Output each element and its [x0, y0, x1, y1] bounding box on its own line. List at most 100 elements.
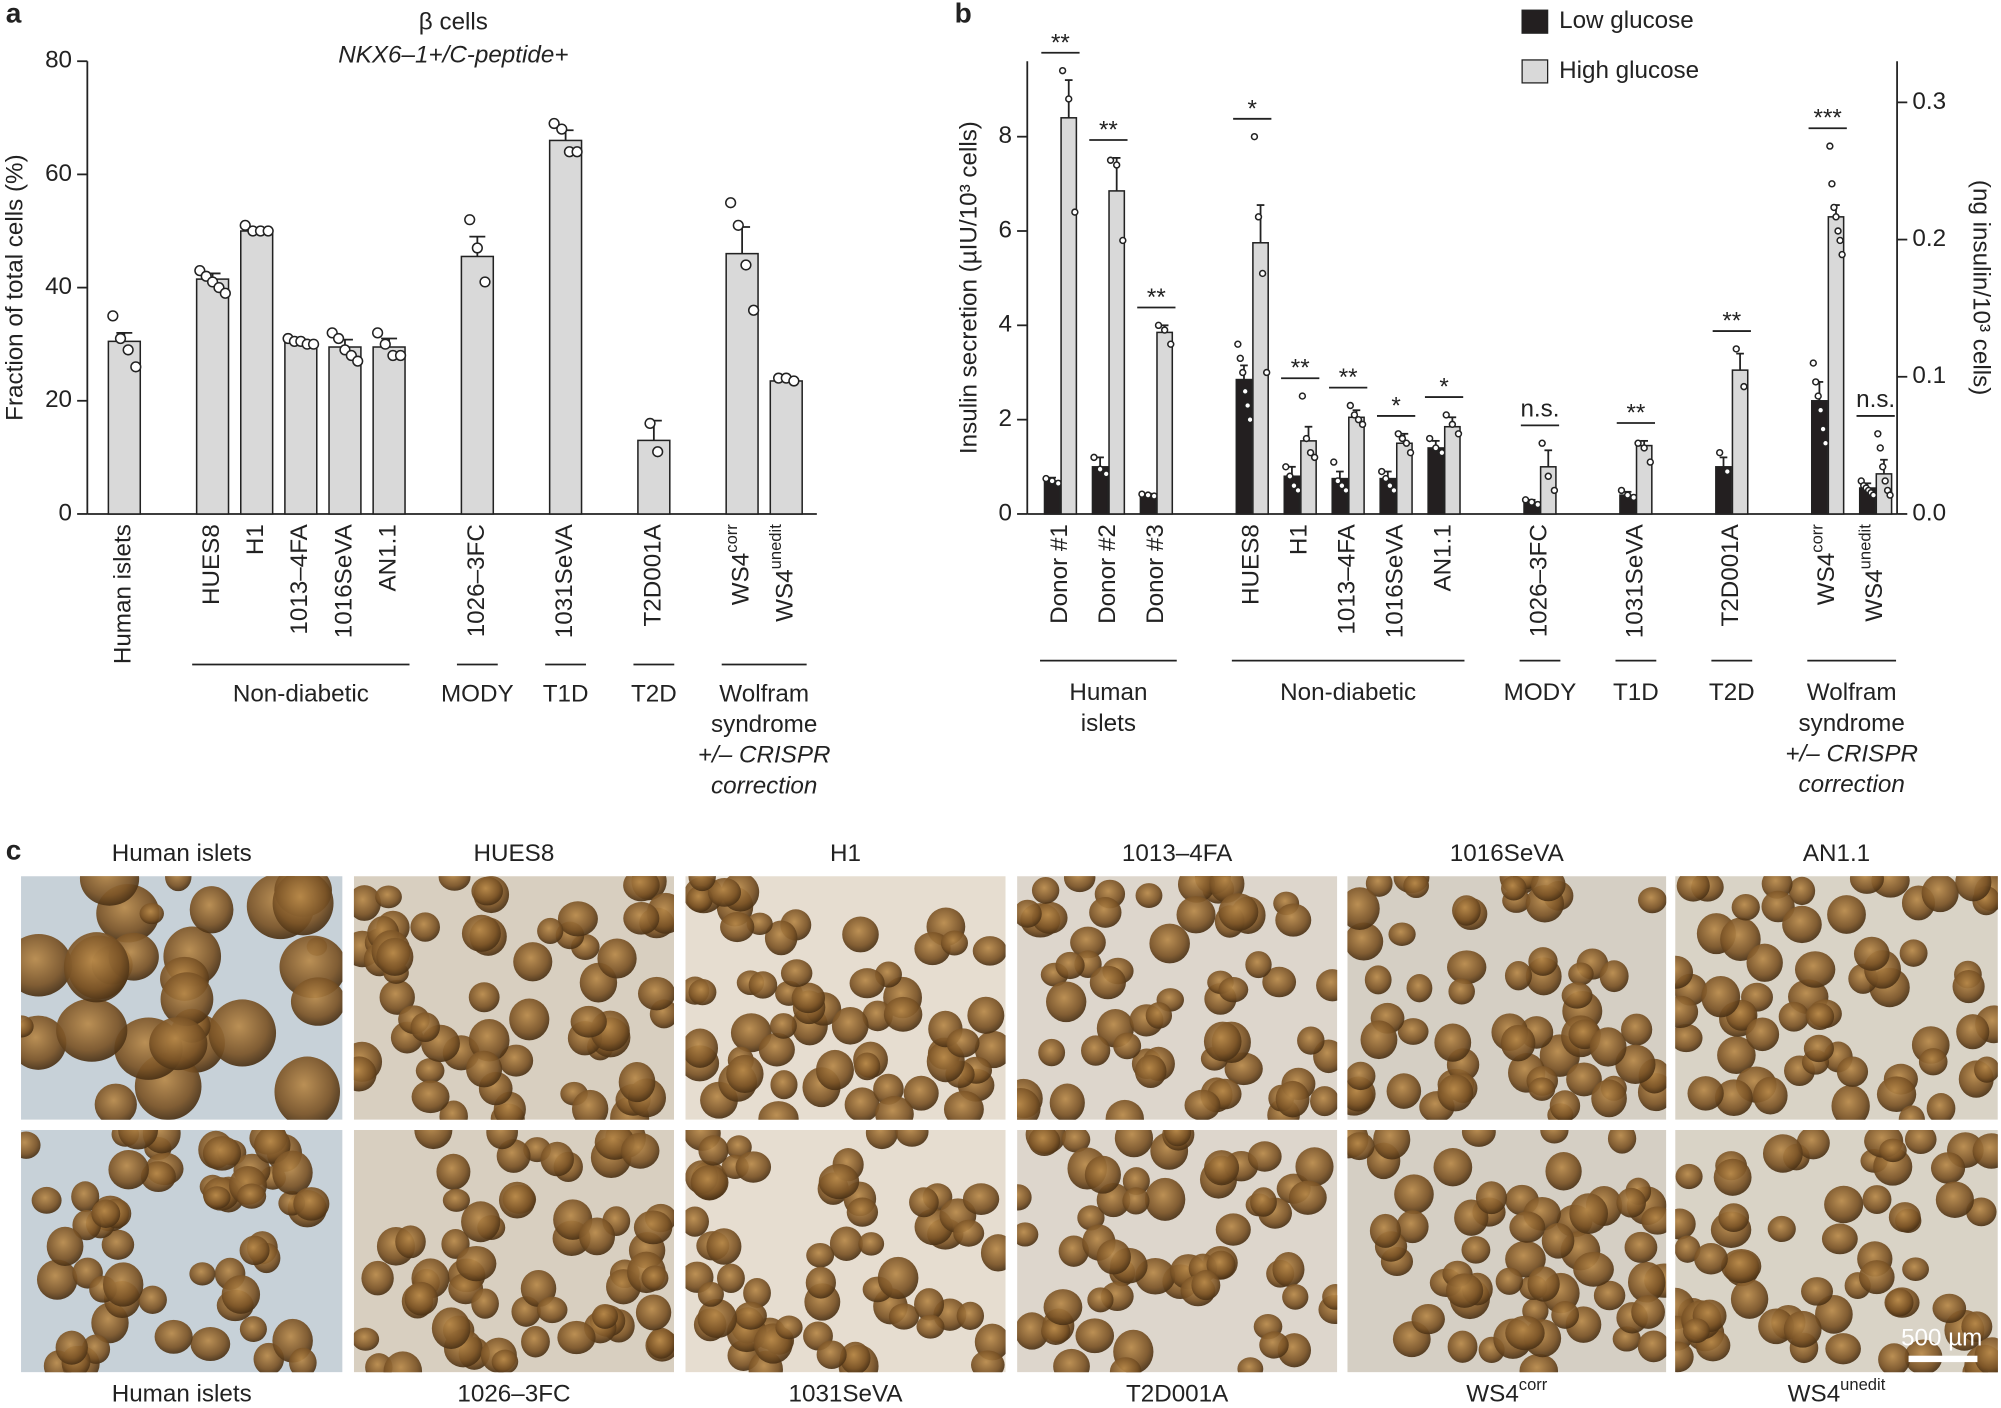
- cell-cluster: [1714, 1079, 1753, 1116]
- cell-cluster: [236, 1183, 267, 1209]
- cell-cluster: [637, 976, 675, 1011]
- cell-cluster: [1452, 895, 1481, 926]
- cell-cluster: [1803, 1034, 1834, 1063]
- superscript: unedit: [1856, 524, 1875, 570]
- data-point: [1378, 467, 1386, 476]
- cell-cluster: [1815, 1294, 1853, 1334]
- cell-cluster: [461, 914, 501, 952]
- cell-cluster: [1898, 1105, 1925, 1120]
- cell-cluster: [376, 937, 414, 976]
- cell-cluster: [1388, 922, 1416, 946]
- cell-cluster: [1247, 1141, 1282, 1172]
- cell-cluster: [1089, 965, 1126, 1000]
- cell-cluster: [293, 1187, 330, 1221]
- cell-cluster: [1859, 1260, 1895, 1295]
- bar: [1443, 425, 1461, 515]
- cell-cluster: [498, 1181, 536, 1219]
- cell-cluster: [1373, 1129, 1411, 1160]
- data-point: [1239, 368, 1247, 377]
- data-point: [1042, 474, 1050, 483]
- data-point: [1634, 439, 1642, 447]
- cell-cluster: [21, 1131, 41, 1159]
- bar: [1060, 117, 1078, 515]
- cell-cluster: [1682, 1318, 1710, 1344]
- y2-tick-label: 0.2: [1912, 225, 1946, 252]
- cell-cluster: [1591, 1079, 1627, 1118]
- significance-label: *: [1391, 392, 1401, 419]
- data-point: [1432, 444, 1440, 452]
- cell-cluster: [1701, 975, 1741, 1018]
- data-point: [1106, 156, 1115, 164]
- x-tick-label: WS4corr: [1808, 524, 1841, 605]
- cell-cluster: [854, 1052, 881, 1081]
- superscript: corr: [1519, 1375, 1548, 1394]
- cell-cluster: [290, 977, 343, 1026]
- cell-cluster: [56, 998, 128, 1062]
- cell-cluster: [411, 1080, 450, 1114]
- cell-cluster: [1105, 1099, 1144, 1120]
- cell-cluster: [1853, 936, 1890, 971]
- cell-cluster: [1505, 1315, 1545, 1351]
- cell-cluster: [1061, 1129, 1091, 1153]
- data-point: [1071, 208, 1079, 216]
- cell-cluster: [1070, 926, 1106, 959]
- cell-cluster: [1434, 1023, 1472, 1062]
- cell-cluster: [688, 978, 717, 1006]
- cell-cluster: [1347, 1061, 1376, 1091]
- bar: [1348, 416, 1365, 515]
- cell-cluster: [914, 1288, 945, 1321]
- y-tick-label: 4: [998, 311, 1011, 338]
- chart-title: β cells: [419, 8, 488, 35]
- cell-cluster: [1926, 1093, 1956, 1120]
- cell-cluster: [1746, 943, 1783, 982]
- cell-cluster: [46, 1226, 84, 1266]
- cell-cluster: [1528, 947, 1558, 976]
- data-point: [1167, 340, 1175, 348]
- image-label: WS4corr: [1466, 1375, 1547, 1408]
- data-point: [1112, 161, 1121, 169]
- cell-cluster: [1445, 1273, 1484, 1308]
- cell-cluster: [849, 968, 885, 999]
- cell-cluster: [1545, 1152, 1582, 1191]
- cell-cluster: [139, 902, 164, 925]
- cell-cluster: [592, 1303, 618, 1329]
- cell-cluster: [1675, 1208, 1696, 1240]
- cell-cluster: [1974, 1337, 1998, 1373]
- cell-cluster: [415, 1058, 445, 1084]
- data-point: [1346, 401, 1355, 410]
- cell-cluster: [1530, 876, 1566, 902]
- cell-cluster: [1918, 1048, 1948, 1076]
- cell-cluster: [101, 1229, 135, 1260]
- cell-cluster: [1675, 955, 1694, 989]
- cell-cluster: [102, 1262, 144, 1307]
- data-point: [307, 338, 320, 350]
- cell-cluster: [1386, 1073, 1422, 1109]
- data-point: [1138, 490, 1146, 498]
- x-tick-label: Human islets: [110, 524, 137, 664]
- data-point: [1065, 95, 1073, 103]
- cell-cluster: [1245, 951, 1272, 979]
- data-point: [1386, 481, 1394, 490]
- bar: [1283, 475, 1301, 515]
- cell-cluster: [962, 1183, 1000, 1215]
- bar: [1252, 242, 1269, 515]
- x-tick-label: AN1.1: [1429, 524, 1456, 591]
- cell-cluster: [1527, 1266, 1560, 1302]
- cell-cluster: [1794, 951, 1836, 988]
- cell-cluster: [442, 1188, 470, 1212]
- cell-cluster: [618, 1061, 656, 1103]
- y-tick-label: 8: [998, 122, 1011, 149]
- y-axis-label: Fraction of total cells (%): [1, 154, 28, 420]
- data-point: [1241, 387, 1249, 396]
- cell-cluster: [1827, 895, 1866, 934]
- cell-cluster: [1745, 1017, 1780, 1052]
- cell-cluster: [1397, 1018, 1429, 1045]
- cell-cluster: [697, 1298, 737, 1339]
- x-tick-label: 1016SeVA: [1382, 523, 1409, 638]
- data-point: [379, 338, 391, 350]
- bar: [1235, 378, 1253, 515]
- cell-cluster: [289, 1347, 317, 1373]
- cell-cluster: [1447, 950, 1487, 985]
- x-tick-label: WS4corr: [722, 524, 755, 605]
- cell-cluster: [471, 876, 503, 906]
